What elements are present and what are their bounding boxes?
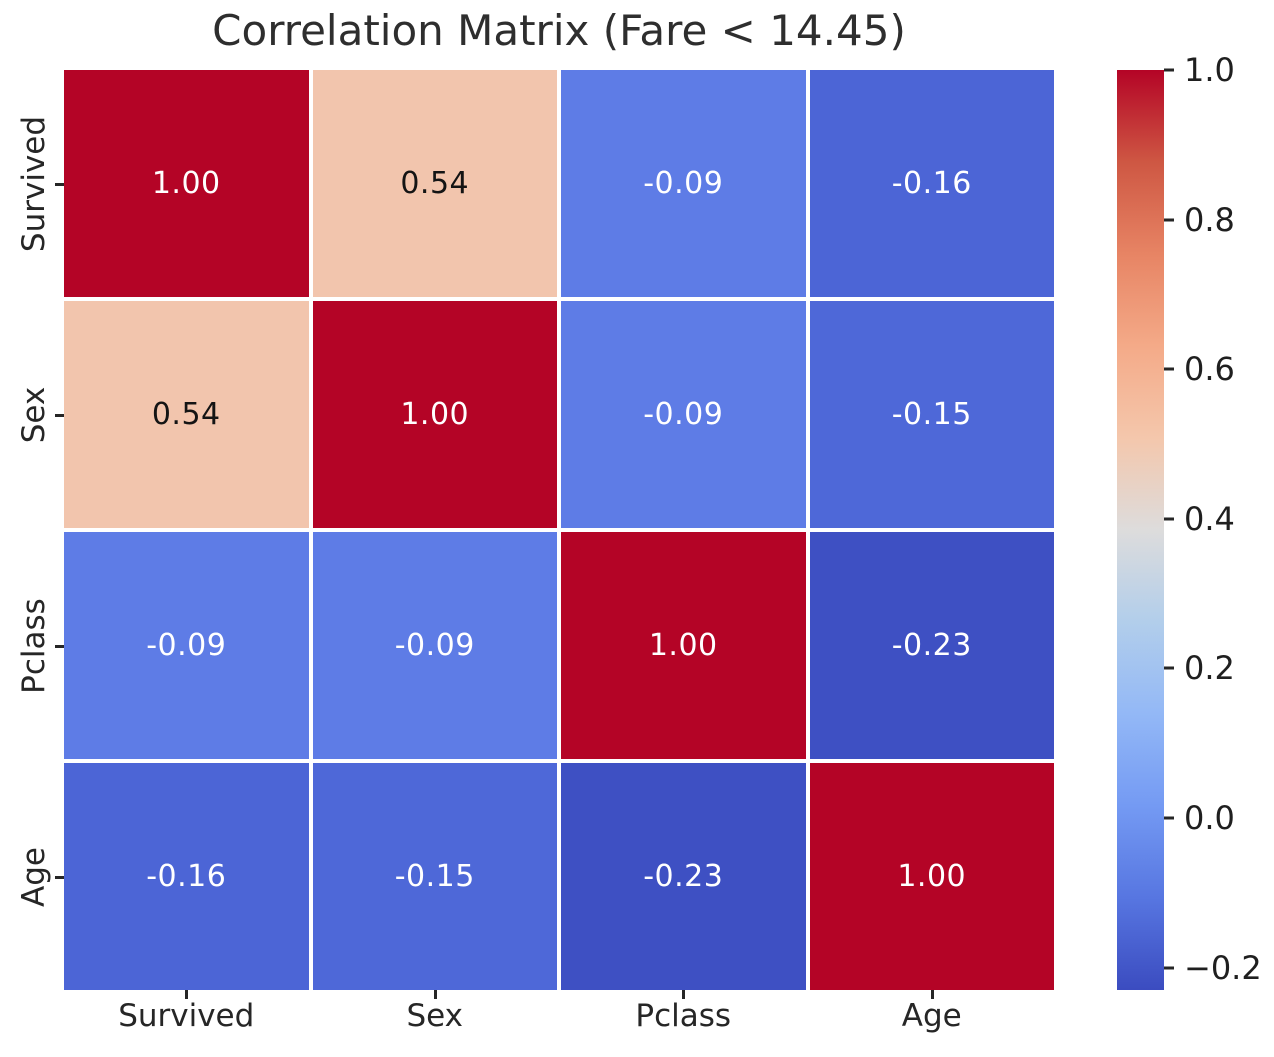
colorbar-tick-label: 0.6 [1184, 350, 1235, 389]
colorbar-tick-mark [1164, 367, 1174, 371]
heatmap-cell: -0.15 [312, 763, 557, 990]
heatmap-cell: 1.00 [561, 532, 806, 759]
cell-value: -0.09 [643, 397, 724, 432]
colorbar-tick-label: 0.4 [1184, 499, 1235, 538]
cell-value: 1.00 [151, 166, 221, 201]
y-axis-tick-label: Survived [16, 115, 52, 252]
heatmap-grid: 1.00 0.54 -0.09 -0.16 0.54 1.00 -0.09 -0.15 -0.0… [64, 70, 1054, 990]
colorbar-tick-mark [1164, 218, 1174, 222]
y-axis-tick-mark [55, 875, 64, 879]
y-axis-tick-label: Sex [16, 386, 52, 443]
x-axis-tick-label: Pclass [635, 998, 732, 1034]
cell-value: -0.16 [891, 166, 972, 201]
heatmap-cell: 0.54 [64, 301, 309, 528]
heatmap-cell: 1.00 [64, 70, 309, 297]
cell-value: -0.09 [394, 628, 475, 663]
heatmap-cell: -0.09 [561, 301, 806, 528]
cell-value: -0.15 [891, 397, 972, 432]
heatmap-cell: -0.09 [561, 70, 806, 297]
cell-value: -0.23 [643, 859, 724, 894]
cell-value: 0.54 [400, 166, 470, 201]
cell-value: -0.15 [394, 859, 475, 894]
colorbar-tick-label: 0.8 [1184, 200, 1235, 239]
x-axis-tick-label: Survived [118, 998, 255, 1034]
cell-value: 1.00 [897, 859, 967, 894]
colorbar-tick-mark [1164, 666, 1174, 670]
x-axis-tick-label: Sex [406, 998, 464, 1034]
heatmap-cell: -0.23 [561, 763, 806, 990]
heatmap-cell: 1.00 [312, 301, 557, 528]
heatmap-cell: 0.54 [312, 70, 557, 297]
cell-value: 1.00 [400, 397, 470, 432]
colorbar-tick-mark [1164, 517, 1174, 521]
y-axis-tick-label: Age [16, 846, 52, 907]
y-axis-tick-mark [55, 413, 64, 417]
colorbar-tick-mark [1164, 816, 1174, 820]
heatmap-cell: -0.09 [312, 532, 557, 759]
chart-title: Correlation Matrix (Fare < 14.45) [212, 6, 906, 55]
x-axis-tick-mark [682, 990, 686, 999]
y-axis-tick-mark [55, 644, 64, 648]
cell-value: -0.16 [146, 859, 227, 894]
y-axis-tick-label: Pclass [16, 597, 52, 694]
cell-value: 0.54 [151, 397, 221, 432]
heatmap-cell: -0.16 [64, 763, 309, 990]
cell-value: -0.23 [891, 628, 972, 663]
cell-value: 1.00 [648, 628, 718, 663]
colorbar-tick-label: 1.0 [1184, 51, 1235, 89]
colorbar-tick-mark [1164, 966, 1174, 970]
heatmap-cell: -0.09 [64, 532, 309, 759]
colorbar-tick-label: −0.2 [1184, 948, 1262, 987]
y-axis-tick-mark [55, 182, 64, 186]
colorbar-tick-label: 0.0 [1184, 798, 1235, 837]
x-axis-tick-label: Age [901, 998, 962, 1034]
colorbar-tick-mark [1164, 68, 1174, 72]
heatmap-cell: -0.23 [809, 532, 1054, 759]
cell-value: -0.09 [146, 628, 227, 663]
x-axis-tick-mark [930, 990, 934, 999]
colorbar-tick-label: 0.2 [1184, 649, 1235, 688]
heatmap-cell: -0.16 [809, 70, 1054, 297]
cell-value: -0.09 [643, 166, 724, 201]
heatmap-cell: -0.15 [809, 301, 1054, 528]
x-axis-tick-mark [185, 990, 189, 999]
colorbar-gradient [1117, 70, 1164, 990]
heatmap-cell: 1.00 [809, 763, 1054, 990]
x-axis-tick-mark [433, 990, 437, 999]
